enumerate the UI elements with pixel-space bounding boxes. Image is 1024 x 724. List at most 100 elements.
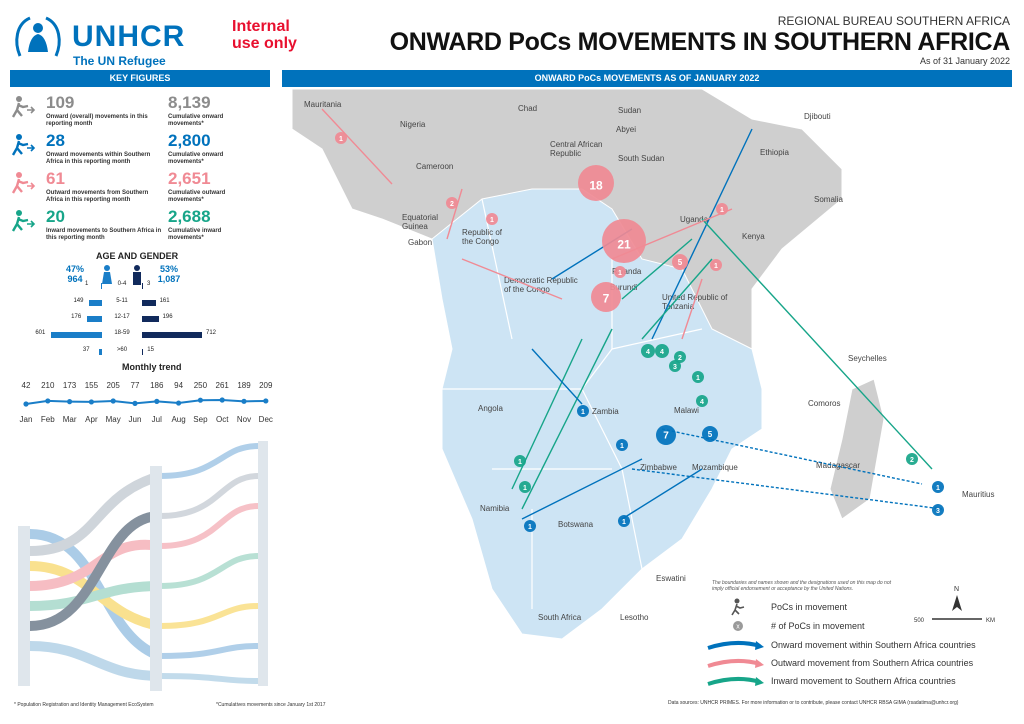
- trend-value-label: 77: [131, 381, 140, 390]
- trend-point: [154, 398, 160, 404]
- movement-count-label: 1: [581, 409, 585, 416]
- movement-count-bubble: [335, 132, 347, 144]
- movement-count-label: 1: [618, 270, 622, 277]
- scale-bar: 500 KM: [914, 618, 995, 624]
- trend-month-label: Oct: [216, 415, 229, 424]
- trend-point: [88, 399, 94, 405]
- movement-count-label: 3: [673, 364, 677, 371]
- country-labels: Mauritania Nigeria Chad Sudan Abyei Djibouti C…: [304, 100, 994, 622]
- male-icon: [133, 265, 141, 285]
- unhcr-emblem-icon: [15, 16, 61, 57]
- trend-month-label: Jan: [20, 415, 33, 424]
- country-label: Seychelles: [848, 354, 887, 363]
- trend-value-label: 205: [107, 381, 121, 390]
- trend-point: [110, 398, 116, 404]
- age-label: 18-59: [114, 330, 130, 336]
- key-figure-desc: Onward movements within Southern Africa …: [46, 152, 151, 165]
- country-label: Comoros: [808, 399, 840, 408]
- age-female-bar: [101, 283, 102, 289]
- movement-count-bubble: [716, 203, 728, 215]
- movement-count-label: 3: [936, 508, 940, 515]
- country-label: Uganda: [680, 215, 709, 224]
- country-label: Democratic Republic of the Congo: [504, 276, 578, 294]
- flow-band: [159, 673, 259, 684]
- country-label: Botswana: [558, 520, 594, 529]
- country-label: United Republic of Tanzania: [662, 293, 728, 311]
- person-moving-icon: [11, 172, 36, 194]
- age-female-value: 1: [85, 281, 89, 287]
- female-pct-value: 47%: [65, 264, 84, 274]
- movement-count-bubble: [906, 453, 918, 465]
- country-label: Namibia: [480, 504, 510, 513]
- key-figure-value: 61: [46, 169, 65, 188]
- key-figure-cumulative: 2,800: [168, 131, 211, 150]
- trend-value-label: 189: [237, 381, 251, 390]
- legend-within: Onward movement within Southern Africa c…: [706, 639, 1016, 653]
- green-arrow-icon: [707, 677, 764, 686]
- person-moving-icon: [11, 134, 36, 156]
- flow-band: [29, 641, 161, 681]
- data-sources: Data sources: UNHCR PRIMES. For more inf…: [668, 700, 959, 706]
- country-label: Nigeria: [400, 120, 426, 129]
- movement-count-bubble: [710, 259, 722, 271]
- age-row: 37 >60 15: [10, 346, 260, 357]
- movement-count-label: 1: [528, 524, 532, 531]
- age-male-bar: [142, 300, 156, 306]
- trend-value-label: 155: [85, 381, 99, 390]
- age-male-value: 712: [206, 330, 217, 336]
- legend-outward-text: Outward movement from Southern Africa co…: [771, 658, 974, 668]
- key-figures-bar: KEY FIGURES: [10, 70, 270, 87]
- legend-pocs: PoCs in movement: [706, 598, 1016, 616]
- age-male-value: 15: [147, 347, 154, 353]
- country-label: Mozambique: [692, 463, 738, 472]
- southern-africa-region: [431, 188, 763, 640]
- age-label: 5-11: [116, 298, 128, 304]
- female-icon: [102, 265, 112, 284]
- madagascar: [829, 378, 885, 520]
- country-label: Zambia: [592, 407, 619, 416]
- country-label: Madagascar: [816, 461, 860, 470]
- age-row: 601 18-59 712: [10, 329, 260, 340]
- key-figure-cumulative: 2,688: [168, 207, 211, 226]
- age-male-bar: [142, 283, 143, 289]
- age-male-value: 161: [159, 298, 170, 304]
- movement-count-label: 1: [620, 443, 624, 450]
- age-male-value: 3: [147, 281, 151, 287]
- movement-count-bubble: [669, 360, 681, 372]
- country-label: Central African Republic: [550, 140, 602, 158]
- movement-count-label: 1: [490, 217, 494, 224]
- movement-count-bubble: [577, 405, 589, 417]
- movement-count-bubble: [602, 219, 646, 263]
- key-figure-cumulative-desc: Cumulative onward movements*: [168, 114, 224, 127]
- movement-count-label: 1: [622, 519, 626, 526]
- country-label: Cameroon: [416, 162, 453, 171]
- trend-month-label: Jul: [152, 415, 162, 424]
- female-num-value: 964: [67, 274, 83, 284]
- movement-count-bubble: [486, 213, 498, 225]
- movement-map[interactable]: Mauritania Nigeria Chad Sudan Abyei Djibouti C…: [282, 89, 1012, 699]
- movement-count-bubble: [655, 344, 669, 358]
- age-row: 149 5-11 161: [10, 297, 260, 308]
- source-node: [18, 526, 30, 686]
- legend-number: x # of PoCs in movement: [706, 620, 1016, 634]
- scale-unit: KM: [986, 618, 995, 624]
- trend-value-label: 210: [41, 381, 55, 390]
- age-gender-title: AGE AND GENDER: [96, 251, 179, 261]
- movement-count-bubble: [446, 197, 458, 209]
- map-legend: PoCs in movement x # of PoCs in movement…: [706, 598, 1016, 698]
- country-label: South Sudan: [618, 154, 664, 163]
- key-figure-desc: Onward (overall) movements in this repor…: [46, 114, 148, 127]
- movement-count-label: 1: [518, 459, 522, 466]
- header: UNHCR The UN Refugee Agency Internal use…: [0, 0, 1024, 82]
- movement-count-label: 4: [660, 349, 664, 356]
- movement-count-label: 18: [589, 178, 603, 192]
- age-label: 0-4: [117, 281, 127, 287]
- country-label: South Africa: [538, 613, 582, 622]
- trend-point: [23, 401, 29, 407]
- movement-count-label: 4: [646, 349, 650, 356]
- trend-month-label: Dec: [259, 415, 273, 424]
- male-num-value: 1,087: [157, 274, 181, 284]
- movement-count-bubble: [692, 371, 704, 383]
- age-male-value: 196: [162, 314, 173, 320]
